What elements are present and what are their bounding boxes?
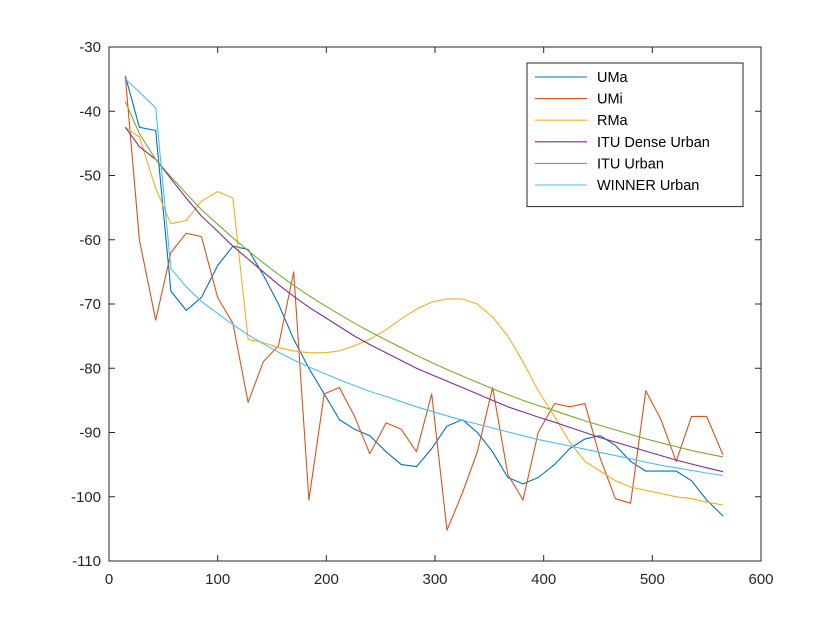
x-tick-label: 0 [105,571,113,588]
series-line-itu-urban [124,101,724,458]
y-tick-label: -90 [79,425,101,442]
y-tick-label: -60 [79,232,101,249]
legend-label: UMi [597,92,623,108]
series-line-umi [124,75,724,531]
axes: 0 100 200 300 400 500 600 -110 -100 -90 -80 -70 -60 -… [71,39,774,588]
y-tick-label: -50 [79,168,101,185]
legend: UMa UMi RMa ITU Dense Urban ITU Urban WINNER … [526,62,744,208]
x-tick-label: 400 [531,571,556,588]
x-tick-label: 300 [422,571,447,588]
x-tick-label: 100 [205,571,230,588]
y-tick-label: -100 [71,489,101,506]
legend-label: RMa [597,113,629,129]
legend-label: WINNER Urban [597,178,699,194]
x-tick-label: 500 [640,571,665,588]
y-tick-label: -30 [79,39,101,56]
y-tick-label: -70 [79,296,101,313]
legend-label: ITU Urban [597,156,664,172]
legend-label: ITU Dense Urban [597,135,710,151]
y-tick-label: -110 [72,553,101,570]
legend-label: UMa [597,70,629,86]
x-tick-label: 200 [314,571,339,588]
x-tick-label: 600 [748,571,773,588]
series-group [124,75,724,531]
legend-box [526,62,744,208]
series-line-uma [124,75,724,517]
series-line-itu-dense-urban [124,126,724,473]
series-line-rma [124,126,724,506]
y-tick-label: -80 [79,360,101,377]
series-line-winner-urban [124,78,724,477]
y-tick-label: -40 [79,103,101,120]
